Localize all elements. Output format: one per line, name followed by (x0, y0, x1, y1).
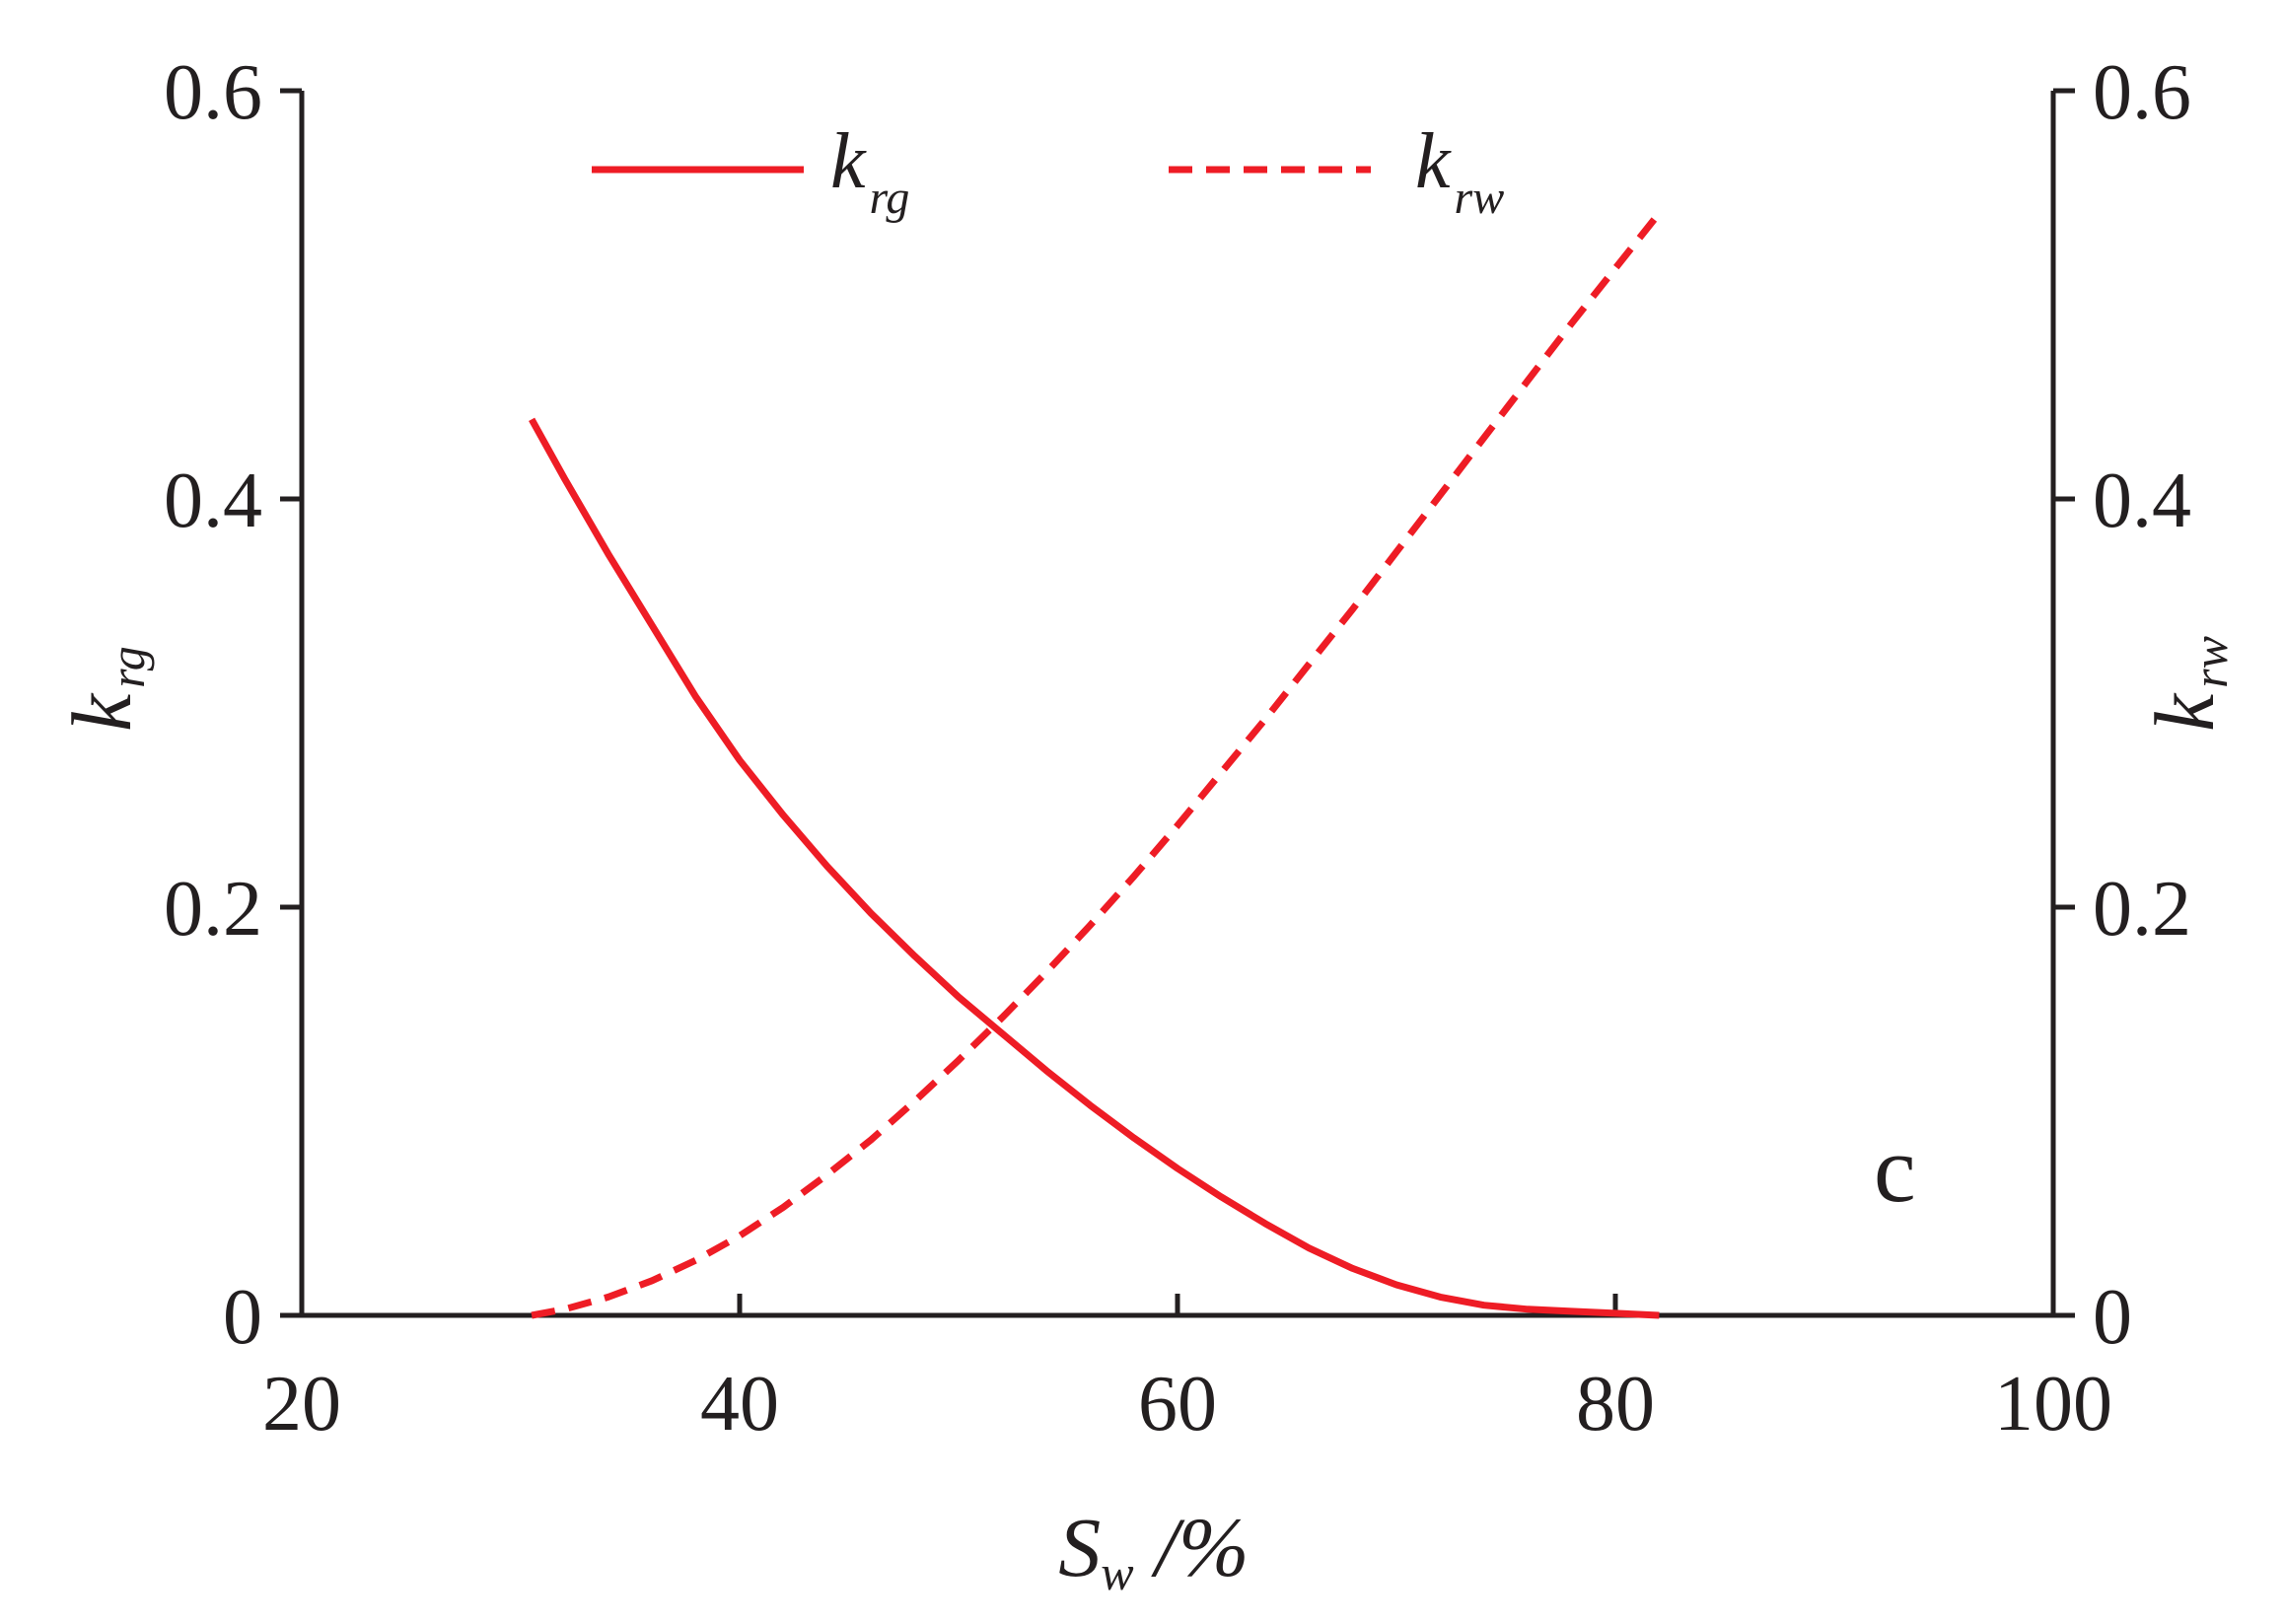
y-right-tick-label-0.4: 0.4 (2093, 458, 2191, 544)
x-tick-label-60: 60 (1138, 1361, 1217, 1447)
series-krw-line (531, 211, 1663, 1319)
x-axis-label-unit: /% (1134, 1500, 1250, 1594)
panel-label: c (1874, 1116, 1916, 1222)
legend-krg-label: krg (830, 118, 909, 224)
x-tick-label-80: 80 (1576, 1361, 1655, 1447)
y-left-tick-label-0.2: 0.2 (164, 866, 262, 953)
legend-krg-main: k (830, 118, 867, 205)
y-axis-left-label-sub: rg (100, 646, 155, 688)
y-axis-right-label-main: k (2137, 692, 2232, 732)
series-krg-line (529, 417, 1660, 1319)
legend-krw-main: k (1415, 118, 1452, 205)
y-left-tick-label-0: 0 (223, 1274, 262, 1361)
y-left-tick-label-0.6: 0.6 (164, 49, 262, 136)
legend-krg-sub: rg (870, 172, 910, 224)
x-tick-label-100: 100 (1994, 1361, 2112, 1447)
y-right-tick-label-0: 0 (2093, 1274, 2132, 1361)
y-axis-right-label-sub: rw (2182, 636, 2238, 688)
legend: krg krw (592, 118, 1504, 224)
y-axis-left-label-main: k (54, 692, 149, 732)
x-axis-label-sub: w (1101, 1545, 1133, 1600)
y-axis-right-label: krw (2137, 636, 2238, 732)
x-axis-label: Sw /% (1058, 1500, 1249, 1600)
legend-krw-label: krw (1415, 118, 1504, 224)
tick-marks (280, 88, 2075, 1318)
x-tick-label-20: 20 (262, 1361, 341, 1447)
y-right-tick-label-0.2: 0.2 (2093, 866, 2191, 953)
data-series (529, 211, 1663, 1319)
legend-krw-sub: rw (1455, 172, 1505, 224)
y-axis-left-label: krg (54, 646, 155, 732)
x-tick-label-40: 40 (700, 1361, 779, 1447)
y-right-tick-label-0.6: 0.6 (2093, 49, 2191, 136)
y-left-tick-label-0.4: 0.4 (164, 458, 262, 544)
x-axis-label-main: S (1058, 1500, 1101, 1594)
